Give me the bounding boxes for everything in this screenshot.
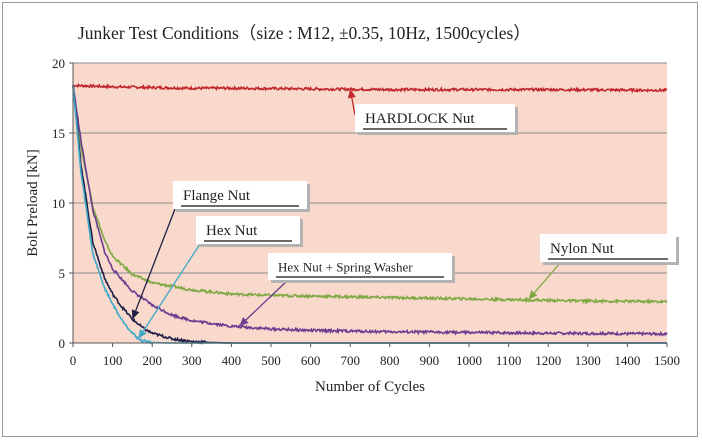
x-tick-label: 100 (103, 353, 123, 368)
x-tick-label: 1400 (614, 353, 640, 368)
callout-label-hardlock-nut: HARDLOCK Nut (365, 111, 475, 127)
x-tick-label: 500 (261, 353, 281, 368)
x-tick-label: 600 (301, 353, 321, 368)
x-tick-label: 800 (380, 353, 400, 368)
callout-arrow-hex-nut-spring-washer (245, 279, 289, 321)
chart-frame: Junker Test Conditions（size : M12, ±0.35… (2, 2, 698, 437)
y-axis-label: Bolt Preload [kN] (25, 149, 41, 256)
x-axis-label: Number of Cycles (315, 379, 425, 395)
callout-arrowhead-flange-nut (131, 309, 140, 320)
x-tick-label: 900 (420, 353, 440, 368)
y-tick-label: 0 (59, 336, 66, 351)
x-tick-label: 700 (340, 353, 360, 368)
callout-arrow-hex-nut (142, 243, 201, 332)
x-tick-label: 1300 (575, 353, 601, 368)
callout-box-hardlock-nut (355, 104, 515, 132)
callout-arrowhead-hardlock-nut (347, 88, 356, 99)
series-line-hardlock-nut (72, 83, 668, 94)
callout-box-hex-nut (196, 216, 300, 244)
x-tick-label: 1100 (496, 353, 522, 368)
callout-label-hex-nut: Hex Nut (206, 223, 258, 239)
y-tick-label: 20 (52, 56, 65, 71)
chart-title: Junker Test Conditions（size : M12, ±0.35… (78, 23, 531, 43)
callout-label-flange-nut: Flange Nut (183, 188, 251, 204)
callout-box-flange-nut (173, 181, 307, 209)
callout-box-hex-nut-spring-washer (268, 253, 452, 280)
callout-arrowhead-hex-nut (138, 329, 147, 339)
callout-label-nylon-nut: Nylon Nut (550, 241, 615, 257)
x-tick-label: 1500 (654, 353, 680, 368)
series-line-hex-nut-spring-washer (72, 85, 668, 337)
callout-arrow-nylon-nut (533, 261, 562, 294)
x-tick-label: 1200 (535, 353, 561, 368)
y-tick-label: 10 (52, 196, 65, 211)
y-tick-label: 5 (59, 266, 66, 281)
x-tick-label: 1000 (456, 353, 482, 368)
x-tick-label: 300 (182, 353, 202, 368)
x-tick-label: 200 (142, 353, 162, 368)
callout-arrow-hardlock-nut (351, 97, 356, 116)
x-tick-label: 400 (222, 353, 242, 368)
y-tick-label: 15 (52, 126, 65, 141)
callout-box-nylon-nut (540, 234, 676, 262)
x-tick-label: 0 (70, 353, 77, 368)
callout-arrowhead-nylon-nut (528, 290, 538, 300)
chart: Junker Test Conditions（size : M12, ±0.35… (25, 23, 680, 395)
callout-arrow-flange-nut (135, 208, 176, 312)
callout-arrowhead-hex-nut-spring-washer (239, 317, 249, 327)
callout-label-hex-nut-spring-washer: Hex Nut + Spring Washer (278, 260, 413, 275)
